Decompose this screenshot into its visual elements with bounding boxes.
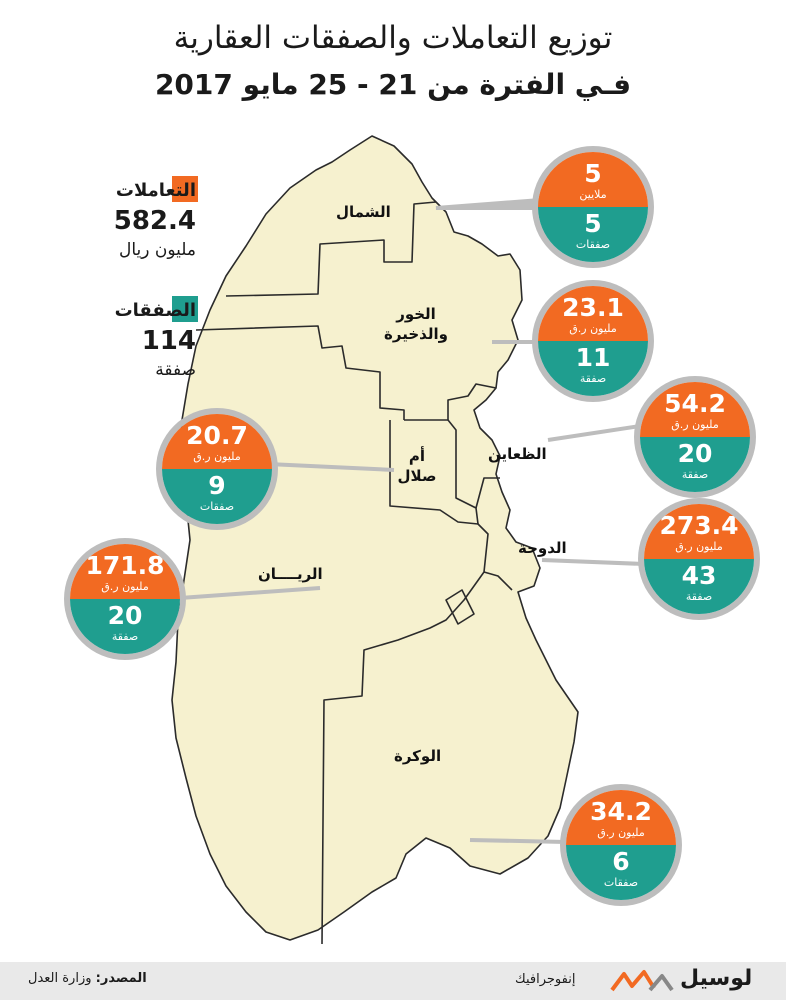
bubble-deals-unit: صفقات bbox=[603, 876, 639, 889]
title-line-2: فـي الفترة من 21 - 25 مايو 2017 bbox=[154, 68, 632, 101]
border-doha-wakra bbox=[483, 571, 513, 591]
bubble-deals-value: 6 bbox=[612, 847, 630, 876]
border-khor-rayyan bbox=[195, 325, 405, 420]
brand-logo-icon bbox=[610, 970, 674, 992]
callout-ummslal bbox=[267, 462, 395, 472]
callout-doha bbox=[541, 558, 645, 566]
border-shamal bbox=[225, 201, 437, 297]
source-credit: المصدر: وزارة العدل bbox=[28, 971, 147, 986]
bubble-transactions-value: 171.8 bbox=[85, 551, 165, 580]
bubble-wakra: 34.2 مليون ر.ق 6 صفقات bbox=[566, 790, 676, 900]
bubble-deals-half bbox=[538, 207, 648, 262]
bubble-doha: 273.4 مليون ر.ق 43 صفقة bbox=[644, 504, 754, 614]
region-label-wakra: الوكرة bbox=[394, 747, 442, 765]
bubble-deals-unit: صفقة bbox=[681, 468, 709, 481]
bubble-transactions-half bbox=[566, 790, 676, 845]
bubble-transactions-unit: مليون ر.ق bbox=[597, 826, 645, 839]
region-label-ummslal-line2: صلال bbox=[397, 467, 437, 485]
bubble-transactions-unit: ملايين bbox=[579, 188, 607, 201]
legend-transactions-unit: مليون ريال bbox=[118, 240, 196, 260]
bubble-deals-unit: صفقات bbox=[199, 500, 235, 513]
legend-deals-value: 114 bbox=[141, 326, 196, 356]
region-label-ummslal-line1: أم bbox=[408, 447, 426, 465]
title-line-1: توزيع التعاملات والصفقات العقارية bbox=[173, 20, 613, 56]
region-label-ummslal: أم صلال bbox=[392, 446, 442, 486]
bubble-transactions-value: 34.2 bbox=[590, 797, 652, 826]
bubble-transactions-unit: مليون ر.ق bbox=[671, 418, 719, 431]
bubble-rayyan: 171.8 مليون ر.ق 20 صفقة bbox=[70, 544, 180, 654]
bubble-deals-half bbox=[566, 845, 676, 900]
legend-deals: الصفقات 114 صفقة bbox=[115, 298, 196, 382]
bubble-deals-half bbox=[538, 341, 648, 396]
bubble-daayen: 54.2 مليون ر.ق 20 صفقة bbox=[640, 382, 750, 492]
region-label-khor-line1: الخور bbox=[396, 305, 436, 323]
bubble-transactions-unit: مليون ر.ق bbox=[569, 322, 617, 335]
border-airport-box bbox=[445, 589, 475, 625]
bubble-deals-value: 9 bbox=[208, 471, 226, 500]
bubble-deals-value: 43 bbox=[681, 561, 717, 590]
bubble-transactions-value: 5 bbox=[584, 159, 602, 188]
bubble-ummslal: 20.7 مليون ر.ق 9 صفقات bbox=[162, 414, 272, 524]
bubble-transactions-value: 23.1 bbox=[562, 293, 624, 322]
bubble-deals-half bbox=[162, 469, 272, 524]
legend-deals-label: الصفقات bbox=[114, 300, 196, 321]
bubble-transactions-half bbox=[70, 544, 180, 599]
bubble-deals-half bbox=[640, 437, 750, 492]
bubble-transactions-unit: مليون ر.ق bbox=[675, 540, 723, 553]
border-doha-rayyan bbox=[321, 523, 489, 945]
bubble-shamal: 5 ملايين 5 صفقات bbox=[538, 152, 648, 262]
bubble-transactions-half bbox=[538, 152, 648, 207]
bubble-deals-value: 5 bbox=[584, 209, 602, 238]
bubble-deals-value: 20 bbox=[677, 439, 713, 468]
region-label-shamal: الشمال bbox=[336, 203, 391, 221]
bubble-transactions-value: 273.4 bbox=[659, 511, 739, 540]
callout-rayyan bbox=[179, 586, 321, 600]
bubble-deals-value: 11 bbox=[575, 343, 611, 372]
bubble-deals-unit: صفقة bbox=[685, 590, 713, 603]
bubble-transactions-half bbox=[644, 504, 754, 559]
border-khor-daayen bbox=[404, 383, 497, 421]
bubble-transactions-value: 54.2 bbox=[664, 389, 726, 418]
bubble-deals-half bbox=[70, 599, 180, 654]
legend-transactions-value: 582.4 bbox=[113, 206, 196, 236]
infographic-label: إنفوجرافيك bbox=[515, 972, 576, 987]
bubble-transactions-unit: مليون ر.ق bbox=[101, 580, 149, 593]
region-label-doha: الدوحة bbox=[518, 539, 567, 557]
legend-swatch-transactions bbox=[172, 176, 198, 202]
bubble-deals-unit: صفقة bbox=[579, 372, 607, 385]
border-daayen-doha bbox=[475, 477, 500, 509]
legend-transactions-label: التعاملات bbox=[115, 180, 196, 201]
bubble-deals-unit: صفقات bbox=[575, 238, 611, 251]
legend-deals-unit: صفقة bbox=[155, 360, 196, 380]
region-label-khor: الخور والذخيرة bbox=[378, 304, 454, 344]
region-label-rayyan: الريــــان bbox=[258, 565, 323, 583]
bubble-transactions-half bbox=[640, 382, 750, 437]
map-title: توزيع التعاملات والصفقات العقارية فـي ال… bbox=[0, 18, 786, 106]
brand-name: لوسيل bbox=[680, 966, 753, 991]
qatar-landmass bbox=[171, 135, 579, 941]
bubble-transactions-value: 20.7 bbox=[186, 421, 248, 450]
bubble-transactions-unit: مليون ر.ق bbox=[193, 450, 241, 463]
municipal-borders bbox=[195, 201, 513, 945]
region-label-khor-line2: والذخيرة bbox=[384, 325, 448, 343]
bubble-transactions-half bbox=[538, 286, 648, 341]
bubble-khor: 23.1 مليون ر.ق 11 صفقة bbox=[538, 286, 648, 396]
bubble-deals-value: 20 bbox=[107, 601, 143, 630]
bubble-deals-unit: صفقة bbox=[111, 630, 139, 643]
source-label: المصدر: bbox=[95, 971, 147, 986]
footer: المصدر: وزارة العدل إنفوجرافيك لوسيل bbox=[0, 962, 786, 1000]
legend-transactions: التعاملات 582.4 مليون ريال bbox=[114, 178, 196, 262]
callout-daayen bbox=[547, 424, 641, 442]
callout-shamal bbox=[435, 197, 542, 210]
source-value: وزارة العدل bbox=[28, 971, 92, 986]
region-label-daayen: الظعاين bbox=[488, 445, 547, 463]
callout-wakra bbox=[469, 838, 567, 844]
bubble-transactions-half bbox=[162, 414, 272, 469]
legend-swatch-deals bbox=[172, 296, 198, 322]
bubble-deals-half bbox=[644, 559, 754, 614]
